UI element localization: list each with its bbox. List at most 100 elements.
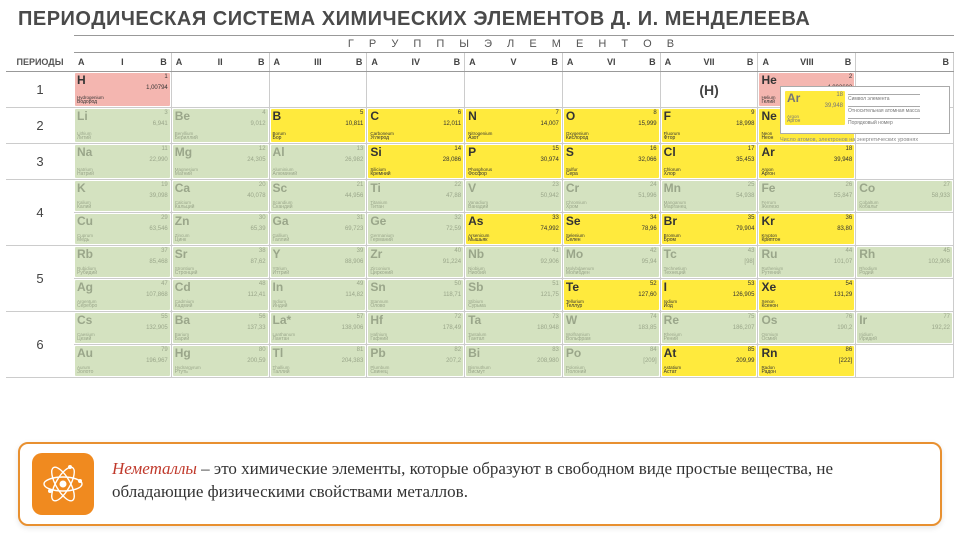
element-cell: Zr4091,224ZirconiumЦирконий (367, 246, 465, 278)
element-cell: Mg1224,305MagnesiumМагний (172, 144, 270, 179)
legend-box: Ar 18 39,948 Argon Аргон Символ элемента… (780, 86, 950, 143)
element-zr: Zr4091,224ZirconiumЦирконий (368, 247, 463, 277)
legend-el-mass: 39,948 (787, 103, 843, 109)
group-header: AIB (74, 53, 172, 71)
element-cell: Cr2451,996ChromiumХром (563, 180, 661, 212)
element-ba: Ba56137,33BariumБарий (173, 313, 268, 343)
element-xe: Xe54131,29XenonКсенон (759, 280, 854, 310)
element-nb: Nb4192,906NiobiumНиобий (466, 247, 561, 277)
element-cell: Cu2963,546CuprumМедь (74, 213, 172, 245)
period-number: 4 (6, 180, 74, 246)
element-cl: Cl1735,453ChlorumХлор (662, 145, 757, 178)
element-sb: Sb51121,75StibiumСурьма (466, 280, 561, 310)
element-hf: Hf72178,49HafniumГафний (368, 313, 463, 343)
element-al: Al1326,982AluminiumАлюминий (271, 145, 366, 178)
element-cell (367, 72, 465, 107)
definition-text: Неметаллы – это химические элементы, кот… (112, 458, 922, 504)
element-si: Si1428,086SiliciumКремний (368, 145, 463, 178)
element-cell (856, 279, 954, 311)
element-ga: Ga3169,723GalliumГаллий (271, 214, 366, 244)
element-cell: Hg80200,59HydrargyrumРтуть (172, 345, 270, 377)
element-cell: La*57138,906LanthanumЛантан (270, 312, 368, 344)
group-header: AVIB (563, 53, 661, 71)
element-cell: Mo4295,94MolybdaenumМолибден (563, 246, 661, 278)
element-ag: Ag47107,868ArgentumСеребро (75, 280, 170, 310)
element-os: Os76190,2OsmiumОсмий (759, 313, 854, 343)
element-cell: Sb51121,75StibiumСурьма (465, 279, 563, 311)
group-header: B (856, 53, 954, 71)
period-number: 6 (6, 312, 74, 378)
element-br: Br3579,904BromumБром (662, 214, 757, 244)
element-cell: Re75186,207RheniumРений (661, 312, 759, 344)
element-v: V2350,942VanadiumВанадий (466, 181, 561, 211)
element-cell: Ba56137,33BariumБарий (172, 312, 270, 344)
period-row: Rb3785,468RubidiumРубидийSr3887,62Stront… (74, 246, 954, 279)
group-header: AVIIB (661, 53, 759, 71)
element-cell: F918,998FluorumФтор (661, 108, 759, 143)
element-pb: Pb82207,2PlumbumСвинец (368, 346, 463, 376)
period-number: 2 (6, 108, 74, 144)
element-cell: Tc43[98]TechnetiumТехнеций (661, 246, 759, 278)
element-cell (465, 72, 563, 107)
group-header-row: AIBAIIBAIIIBAIVBAVBAVIBAVIIBAVIIIBB (74, 53, 954, 72)
group-header: AVB (465, 53, 563, 71)
element-b: B510,811BorumБор (271, 109, 366, 142)
element-na: Na1122,990NatriumНатрий (75, 145, 170, 178)
atom-icon (32, 453, 94, 515)
element-c: C612,011CarboneumУглерод (368, 109, 463, 142)
element-rh: Rh45102,906RhodiumРодий (857, 247, 952, 277)
periods-label: ПЕРИОДЫ (6, 53, 74, 72)
element-po: Po84[209]PoloniumПолоний (564, 346, 659, 376)
legend-footer: Число атомов, электронов на энергетическ… (780, 137, 950, 143)
element-y: Y3988,906YttriumИттрий (271, 247, 366, 277)
element-cell (563, 72, 661, 107)
element-cell: Cs55132,905CaesiumЦезий (74, 312, 172, 344)
element-cd: Cd48112,41CadmiumКадмий (173, 280, 268, 310)
element-sn: Sn50118,71StannumОлово (368, 280, 463, 310)
element-cell: Ir77192,22IridiumИридий (856, 312, 954, 344)
element-cell: Pb82207,2PlumbumСвинец (367, 345, 465, 377)
element-cell (856, 213, 954, 245)
periods-column: ПЕРИОДЫ 123456 (6, 53, 74, 378)
period-row: Na1122,990NatriumНатрийMg1224,305Magnesi… (74, 144, 954, 180)
element-ar: Ar1839,948ArgonАргон (759, 145, 854, 178)
element-cr: Cr2451,996ChromiumХром (564, 181, 659, 211)
element-ta: Ta73180,948TantalumТантал (466, 313, 561, 343)
element-cell: Sn50118,71StannumОлово (367, 279, 465, 311)
element-cell: Os76190,2OsmiumОсмий (758, 312, 856, 344)
element-rb: Rb3785,468RubidiumРубидий (75, 247, 170, 277)
element-as: As3374,992ArsenicumМышьяк (466, 214, 561, 244)
element-cell: S1632,066SulfurСера (563, 144, 661, 179)
legend-el-ru: Аргон (787, 119, 843, 124)
element-cell: Na1122,990NatriumНатрий (74, 144, 172, 179)
element-tc: Tc43[98]TechnetiumТехнеций (662, 247, 757, 277)
element-cell: Ge3272,59GermaniumГерманий (367, 213, 465, 245)
element-cell: Te52127,60TelluriumТеллур (563, 279, 661, 311)
element-cell: I53126,905IodiumИод (661, 279, 759, 311)
element-cell: Cd48112,41CadmiumКадмий (172, 279, 270, 311)
element-au: Au79196,967AurumЗолото (75, 346, 170, 376)
element-co: Co2758,933CobaltumКобальт (857, 181, 952, 211)
element-cell: Kr3683,80KryptonКриптон (758, 213, 856, 245)
element-cell (856, 345, 954, 377)
element-cell: (H) (661, 72, 759, 107)
element-cell: In49114,82IndiumИндий (270, 279, 368, 311)
legend-line: Символ элемента (848, 94, 920, 102)
period-number: 5 (6, 246, 74, 312)
element-cell: Ag47107,868ArgentumСеребро (74, 279, 172, 311)
element-hg: Hg80200,59HydrargyrumРтуть (173, 346, 268, 376)
element-cell: Se3478,96SeleniumСелен (563, 213, 661, 245)
element-cell: Sr3887,62StrontiumСтронций (172, 246, 270, 278)
element-s: S1632,066SulfurСера (564, 145, 659, 178)
element-p: P1530,974PhosphorusФосфор (466, 145, 561, 178)
element-w: W74183,85WolframiumВольфрам (564, 313, 659, 343)
element-cell: Xe54131,29XenonКсенон (758, 279, 856, 311)
element-ti: Ti2247,88TitaniumТитан (368, 181, 463, 211)
element-cell: Ca2040,078CalciumКальций (172, 180, 270, 212)
element-cell: At85209,99AstatiumАстат (661, 345, 759, 377)
definition-panel: Неметаллы – это химические элементы, кот… (18, 442, 942, 526)
groups-label: Г Р У П П Ы Э Л Е М Е Н Т О В (74, 35, 954, 53)
period-row: Cu2963,546CuprumМедьZn3065,39ZincumЦинкG… (74, 213, 954, 246)
element-cell: Po84[209]PoloniumПолоний (563, 345, 661, 377)
element-ir: Ir77192,22IridiumИридий (857, 313, 952, 343)
